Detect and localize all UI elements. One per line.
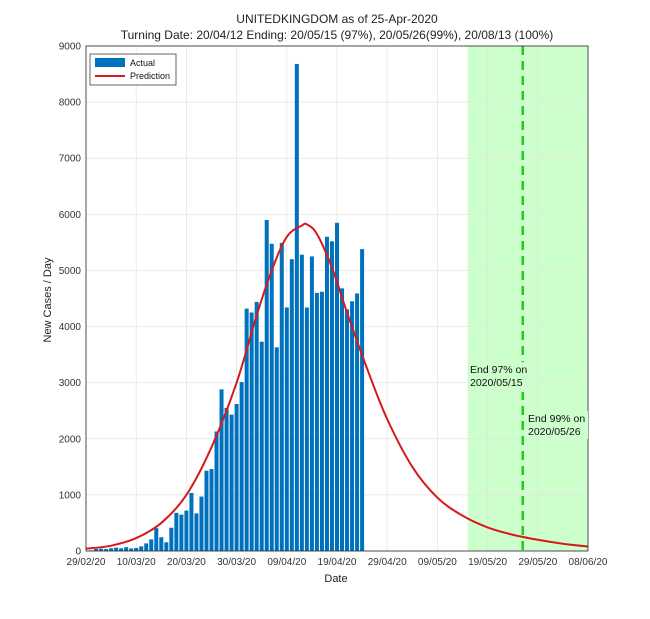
bar-actual (164, 542, 169, 551)
x-axis-ticks: 29/02/20 10/03/20 20/03/20 30/03/20 09/04/20… (67, 557, 608, 568)
bar-actual (319, 291, 324, 551)
chart-title: UNITEDKINGDOM as of 25-Apr-2020 (236, 12, 438, 26)
bar-actual (119, 548, 124, 551)
x-tick-label: 09/04/20 (267, 557, 306, 568)
bar-actual (179, 514, 184, 551)
x-tick-label: 09/05/20 (418, 557, 457, 568)
y-tick-label: 3000 (59, 378, 82, 389)
annotation-end-99-box (526, 411, 588, 439)
y-axis-ticks: 0 1000 2000 3000 4000 5000 6000 7000 8000 9000 (59, 42, 82, 558)
annotation-end-97: End 97% on 2020/05/15 (468, 362, 530, 392)
bar-actual (104, 549, 109, 551)
bar-actual (360, 249, 365, 551)
bar-actual (284, 307, 289, 551)
x-tick-label: 29/02/20 (67, 557, 106, 568)
bar-actual (99, 548, 104, 551)
y-tick-label: 4000 (59, 322, 82, 333)
bar-actual (340, 288, 345, 551)
x-tick-label: 08/06/20 (569, 557, 608, 568)
bar-actual (259, 341, 264, 551)
annotation-end-97-box (468, 362, 530, 392)
y-axis-label: New Cases / Day (42, 257, 54, 342)
bar-actual (334, 222, 340, 551)
x-tick-label: 30/03/20 (217, 557, 256, 568)
legend-actual-swatch (95, 58, 125, 67)
bar-actual (274, 347, 279, 551)
bar-actual (94, 548, 99, 551)
bar-actual (194, 513, 199, 551)
bar-actual (279, 242, 284, 551)
bar-actual (144, 543, 149, 551)
y-tick-label: 6000 (59, 210, 82, 221)
bar-actual (109, 548, 114, 551)
bar-actual (114, 547, 119, 551)
bar-actual (174, 512, 179, 551)
bar-actual (124, 547, 129, 551)
bar-actual (149, 539, 154, 551)
annotation-end-99: End 99% on 2020/05/26 (526, 411, 588, 439)
y-tick-label: 7000 (59, 154, 82, 165)
bar-actual (314, 292, 319, 551)
bar-actual (129, 548, 134, 551)
bar-actual (139, 546, 144, 551)
y-tick-label: 2000 (59, 434, 82, 445)
annotation-end-97-line2: 2020/05/15 (470, 377, 523, 389)
bar-actual (219, 389, 224, 551)
axes-frame (85, 45, 589, 552)
x-tick-label: 19/05/20 (468, 557, 507, 568)
legend-actual-label: Actual (130, 58, 155, 68)
bar-actual (134, 547, 139, 551)
bar-actual (264, 219, 269, 551)
x-tick-label: 29/05/20 (518, 557, 557, 568)
bar-actual (154, 528, 159, 551)
bar-actual (309, 256, 314, 551)
bar-actual (244, 308, 249, 551)
y-tick-label: 5000 (59, 266, 82, 277)
bar-actual (184, 510, 189, 551)
bar-actual (234, 403, 239, 551)
x-tick-label: 10/03/20 (117, 557, 156, 568)
bar-actual (204, 470, 209, 551)
annotation-end-99-line1: End 99% on (528, 413, 585, 425)
bar-actual (224, 407, 229, 551)
bar-actual (239, 382, 244, 551)
y-tick-label: 8000 (59, 98, 82, 109)
bar-actual (229, 414, 234, 551)
prediction-line (85, 222, 589, 550)
bar-actual (324, 236, 329, 551)
x-tick-label: 29/04/20 (368, 557, 407, 568)
actual-bars (89, 63, 365, 551)
bar-actual (214, 431, 219, 551)
bar-actual (159, 537, 164, 551)
y-tick-label: 1000 (59, 490, 82, 501)
plot-area (85, 45, 589, 552)
chart-subtitle: Turning Date: 20/04/12 Ending: 20/05/15 … (121, 28, 554, 42)
bar-actual (199, 496, 204, 551)
bar-actual (299, 254, 304, 551)
end-shaded-region (467, 46, 588, 551)
y-tick-label: 0 (75, 547, 81, 558)
legend-prediction-label: Prediction (130, 71, 170, 81)
bar-actual (304, 307, 309, 551)
x-axis-label: Date (324, 573, 347, 585)
legend: Actual Prediction (89, 53, 177, 86)
bar-actual (350, 301, 355, 551)
bar-actual (329, 241, 334, 551)
bar-actual (189, 492, 194, 551)
bar-actual (249, 312, 254, 551)
bar-actual (209, 469, 214, 551)
x-tick-label: 20/03/20 (167, 557, 206, 568)
bar-actual (269, 243, 274, 551)
bar-actual (254, 301, 259, 551)
x-tick-label: 19/04/20 (318, 557, 357, 568)
bar-actual (169, 527, 174, 551)
annotation-end-99-line2: 2020/05/26 (528, 426, 581, 438)
bar-actual (345, 309, 350, 551)
annotation-end-97-line1: End 97% on (470, 364, 527, 376)
bar-actual (289, 259, 294, 551)
bar-actual (294, 63, 299, 551)
y-tick-label: 9000 (59, 42, 82, 53)
bar-actual (355, 293, 360, 551)
